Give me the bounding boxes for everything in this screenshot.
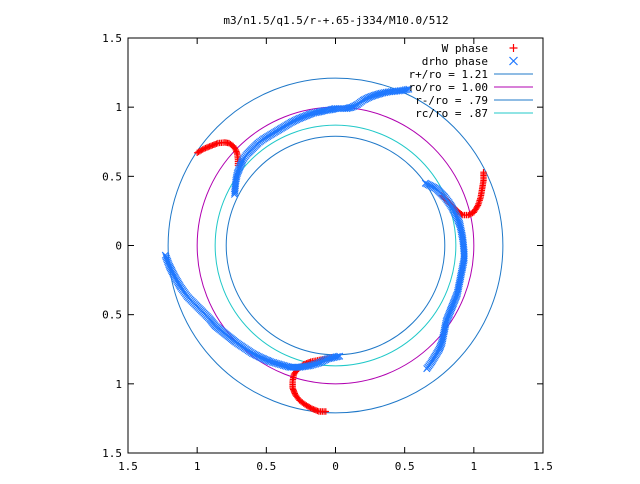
drho-phase-point bbox=[231, 188, 239, 197]
w-phase-point bbox=[466, 211, 473, 218]
w-phase-point bbox=[199, 146, 206, 153]
y-tick-label: 0.5 bbox=[102, 309, 122, 322]
y-tick-label: 1 bbox=[115, 101, 122, 114]
x-tick-label: 1 bbox=[194, 460, 201, 473]
circle-1.21 bbox=[167, 77, 504, 414]
chart-title: m3/n1.5/q1.5/r-+.65-j334/M10.0/512 bbox=[223, 14, 448, 27]
drho-phase-point bbox=[320, 107, 329, 115]
y-tick-label: 1.5 bbox=[102, 32, 122, 45]
circle-0.79 bbox=[225, 135, 446, 356]
drho-phase-point bbox=[318, 107, 326, 115]
y-tick-label: 0.5 bbox=[102, 170, 122, 183]
w-phase-point bbox=[467, 210, 475, 217]
circle-0.87 bbox=[214, 124, 457, 367]
drho-phase-point bbox=[334, 352, 342, 361]
y-tick-label: 1 bbox=[115, 378, 122, 391]
axis-ticks: 1.5 1 0.5 0 0.5 1 1.51.510.500.511.5 bbox=[102, 32, 553, 473]
x-tick-label: 1.5 bbox=[118, 460, 138, 473]
y-tick-label: 1.5 bbox=[102, 447, 122, 460]
w-phase-point bbox=[469, 209, 476, 217]
drho-phase-point bbox=[330, 105, 338, 113]
legend-label: r+/ro = 1.21 bbox=[409, 68, 488, 81]
drho-phase-point bbox=[230, 190, 239, 198]
x-tick-label: 1.5 bbox=[533, 460, 553, 473]
w-phase-point bbox=[231, 145, 239, 152]
drho-phase-point bbox=[347, 103, 355, 112]
reference-circles bbox=[167, 77, 504, 414]
drho-phase-point bbox=[423, 365, 431, 373]
x-tick-label: 0 bbox=[332, 460, 339, 473]
w-phase-point bbox=[470, 209, 478, 216]
drho-phase-point bbox=[336, 352, 344, 360]
legend-label: r-/ro = .79 bbox=[415, 94, 488, 107]
x-tick-label: 0.5 bbox=[256, 460, 276, 473]
y-tick-label: 0 bbox=[115, 240, 122, 253]
drho-phase-point bbox=[348, 103, 356, 111]
x-tick-label: 1 bbox=[471, 460, 478, 473]
legend-label: ro/ro = 1.00 bbox=[409, 81, 488, 94]
drho-phase-point bbox=[460, 250, 468, 258]
legend-label: rc/ro = .87 bbox=[415, 107, 488, 120]
legend-label: drho phase bbox=[422, 55, 488, 68]
legend-plus-marker bbox=[509, 44, 518, 52]
legend-label: W phase bbox=[442, 42, 488, 55]
x-tick-label: 0.5 bbox=[395, 460, 415, 473]
drho-phase-point bbox=[319, 107, 327, 115]
legend-cross-marker bbox=[509, 56, 518, 66]
drho-phase-point bbox=[460, 248, 468, 257]
data-points bbox=[161, 85, 487, 415]
drho-phase-point bbox=[331, 104, 340, 113]
